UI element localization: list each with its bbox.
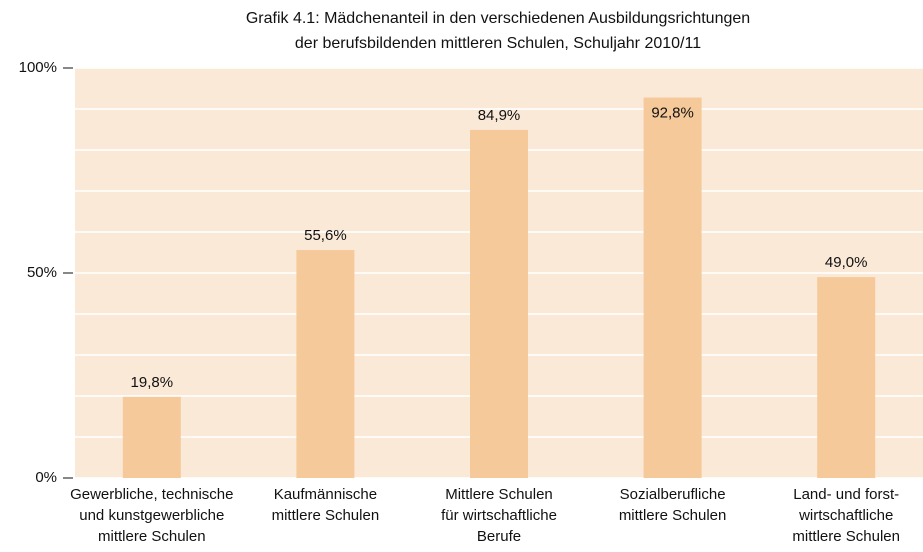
y-tick-label: 100% [19, 59, 57, 76]
value-label: 49,0% [825, 254, 868, 271]
value-label: 92,8% [651, 104, 694, 121]
x-tick-label: und kunstgewerbliche [79, 507, 224, 524]
x-tick-label: mittlere Schulen [98, 528, 206, 545]
chart-title: der berufsbildenden mittleren Schulen, S… [295, 35, 701, 52]
x-tick-label: mittlere Schulen [792, 528, 900, 545]
x-tick-label: wirtschaftliche [798, 507, 893, 524]
value-label: 19,8% [131, 374, 174, 391]
x-tick-label: mittlere Schulen [272, 507, 380, 524]
value-label: 84,9% [478, 107, 521, 124]
x-tick-label: für wirtschaftliche [441, 507, 557, 524]
bar [643, 97, 702, 479]
x-tick-label: Mittlere Schulen [445, 486, 553, 503]
y-tick-label: 50% [27, 264, 57, 281]
x-tick-label: mittlere Schulen [619, 507, 727, 524]
bar [817, 277, 876, 478]
value-label: 55,6% [304, 227, 347, 244]
bar [470, 129, 528, 478]
x-tick-label: Sozialberufliche [620, 486, 726, 503]
x-tick-label: Gewerbliche, technische [70, 486, 233, 503]
chart-title: Grafik 4.1: Mädchenanteil in den verschi… [246, 10, 750, 27]
x-tick-label: Land- und forst- [793, 486, 899, 503]
bar [296, 250, 355, 478]
y-tick-label: 0% [35, 469, 57, 486]
x-tick-label: Berufe [477, 528, 521, 545]
bar [122, 396, 181, 478]
x-tick-label: Kaufmännische [274, 486, 377, 503]
